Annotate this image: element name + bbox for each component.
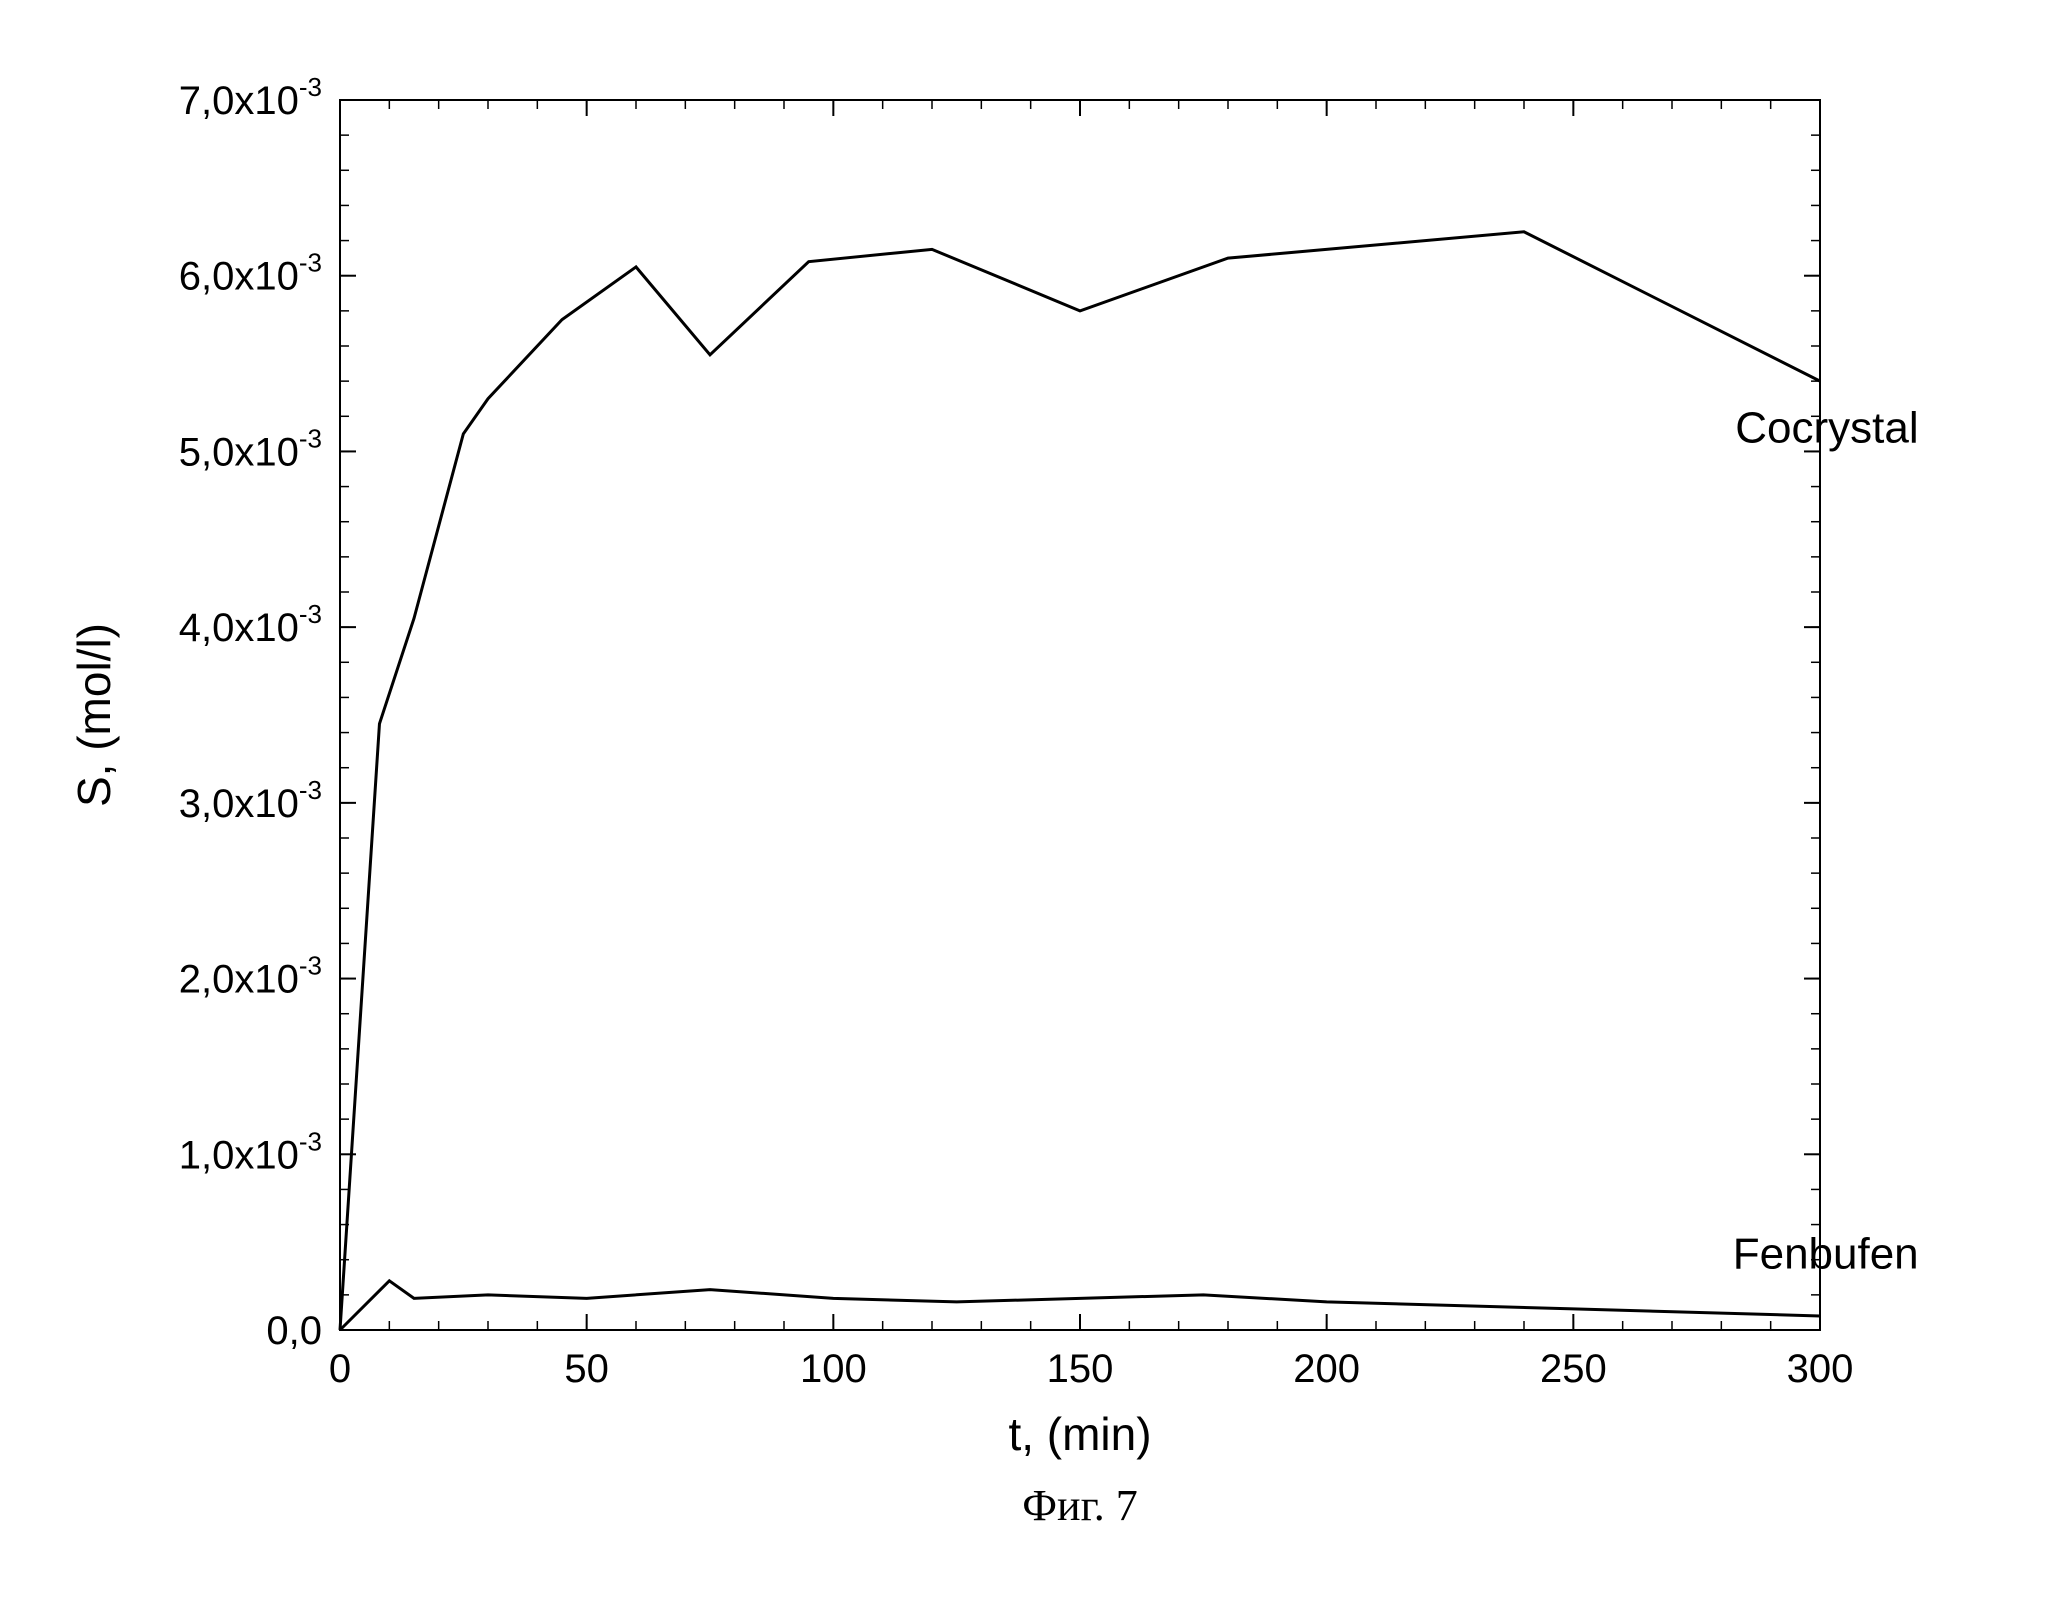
y-tick-label: 2,0x10-3: [179, 951, 322, 1002]
figure-caption: Фиг. 7: [1022, 1481, 1137, 1530]
y-tick-label: 3,0x10-3: [179, 775, 322, 826]
x-tick-label: 150: [1047, 1347, 1114, 1391]
y-tick-label: 6,0x10-3: [179, 248, 322, 299]
y-tick-label: 0,0: [266, 1309, 322, 1353]
x-tick-label: 50: [564, 1347, 609, 1391]
y-axis-label: S, (mol/l): [68, 623, 120, 807]
plot-border: [340, 100, 1820, 1330]
chart-container: 0 50 100 150 200 250 300 0,0 1,0x10-3 2,0x10-3 3,0…: [40, 40, 1940, 1540]
y-tick-label: 1,0x10-3: [179, 1126, 322, 1177]
y-tick-label: 7,0x10-3: [179, 72, 322, 123]
series-cocrystal: [340, 232, 1820, 1330]
x-tick-label: 300: [1787, 1347, 1854, 1391]
x-axis-label: t, (min): [1008, 1408, 1151, 1460]
series-label-fenbufen: Fenbufen: [1733, 1230, 1919, 1279]
y-tick-label: 5,0x10-3: [179, 423, 322, 474]
chart-svg: 0 50 100 150 200 250 300 0,0 1,0x10-3 2,0x10-3 3,0…: [40, 40, 1940, 1540]
series-label-cocrystal: Cocrystal: [1735, 404, 1918, 453]
x-tick-label: 0: [329, 1347, 351, 1391]
x-tick-label: 250: [1540, 1347, 1607, 1391]
x-tick-label: 100: [800, 1347, 867, 1391]
x-tick-label: 200: [1293, 1347, 1360, 1391]
y-tick-label: 4,0x10-3: [179, 599, 322, 650]
